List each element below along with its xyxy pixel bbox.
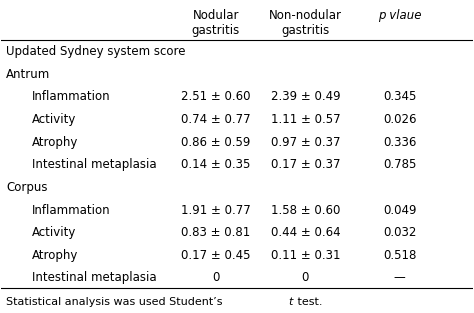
Text: p vlaue: p vlaue: [378, 9, 421, 22]
Text: 1.11 ± 0.57: 1.11 ± 0.57: [271, 113, 340, 126]
Text: 0.83 ± 0.81: 0.83 ± 0.81: [181, 226, 250, 239]
Text: Intestinal metaplasia: Intestinal metaplasia: [32, 271, 156, 285]
Text: 0.11 ± 0.31: 0.11 ± 0.31: [271, 249, 340, 262]
Text: 1.91 ± 0.77: 1.91 ± 0.77: [181, 203, 251, 217]
Text: Activity: Activity: [32, 113, 76, 126]
Text: Atrophy: Atrophy: [32, 136, 78, 149]
Text: 2.39 ± 0.49: 2.39 ± 0.49: [271, 90, 340, 103]
Text: Inflammation: Inflammation: [32, 90, 110, 103]
Text: 1.58 ± 0.60: 1.58 ± 0.60: [271, 203, 340, 217]
Text: 0.97 ± 0.37: 0.97 ± 0.37: [271, 136, 340, 149]
Text: 0.032: 0.032: [383, 226, 416, 239]
Text: test.: test.: [294, 297, 322, 307]
Text: 0.44 ± 0.64: 0.44 ± 0.64: [271, 226, 340, 239]
Text: 0.049: 0.049: [383, 203, 416, 217]
Text: Inflammation: Inflammation: [32, 203, 110, 217]
Text: —: —: [394, 271, 405, 285]
Text: Atrophy: Atrophy: [32, 249, 78, 262]
Text: Nodular
gastritis: Nodular gastritis: [191, 9, 240, 37]
Text: 0.17 ± 0.37: 0.17 ± 0.37: [271, 158, 340, 171]
Text: Corpus: Corpus: [6, 181, 47, 194]
Text: 0.74 ± 0.77: 0.74 ± 0.77: [181, 113, 251, 126]
Text: 0.785: 0.785: [383, 158, 416, 171]
Text: 0.026: 0.026: [383, 113, 416, 126]
Text: 0.86 ± 0.59: 0.86 ± 0.59: [181, 136, 250, 149]
Text: Updated Sydney system score: Updated Sydney system score: [6, 45, 186, 58]
Text: 0.336: 0.336: [383, 136, 416, 149]
Text: Intestinal metaplasia: Intestinal metaplasia: [32, 158, 156, 171]
Text: 0.518: 0.518: [383, 249, 416, 262]
Text: 0.345: 0.345: [383, 90, 416, 103]
Text: Statistical analysis was used Student’s: Statistical analysis was used Student’s: [6, 297, 226, 307]
Text: 0.17 ± 0.45: 0.17 ± 0.45: [181, 249, 251, 262]
Text: 2.51 ± 0.60: 2.51 ± 0.60: [181, 90, 251, 103]
Text: 0: 0: [212, 271, 219, 285]
Text: t: t: [288, 297, 292, 307]
Text: Non-nodular
gastritis: Non-nodular gastritis: [269, 9, 342, 37]
Text: 0.14 ± 0.35: 0.14 ± 0.35: [181, 158, 250, 171]
Text: Antrum: Antrum: [6, 68, 50, 81]
Text: Activity: Activity: [32, 226, 76, 239]
Text: 0: 0: [301, 271, 309, 285]
